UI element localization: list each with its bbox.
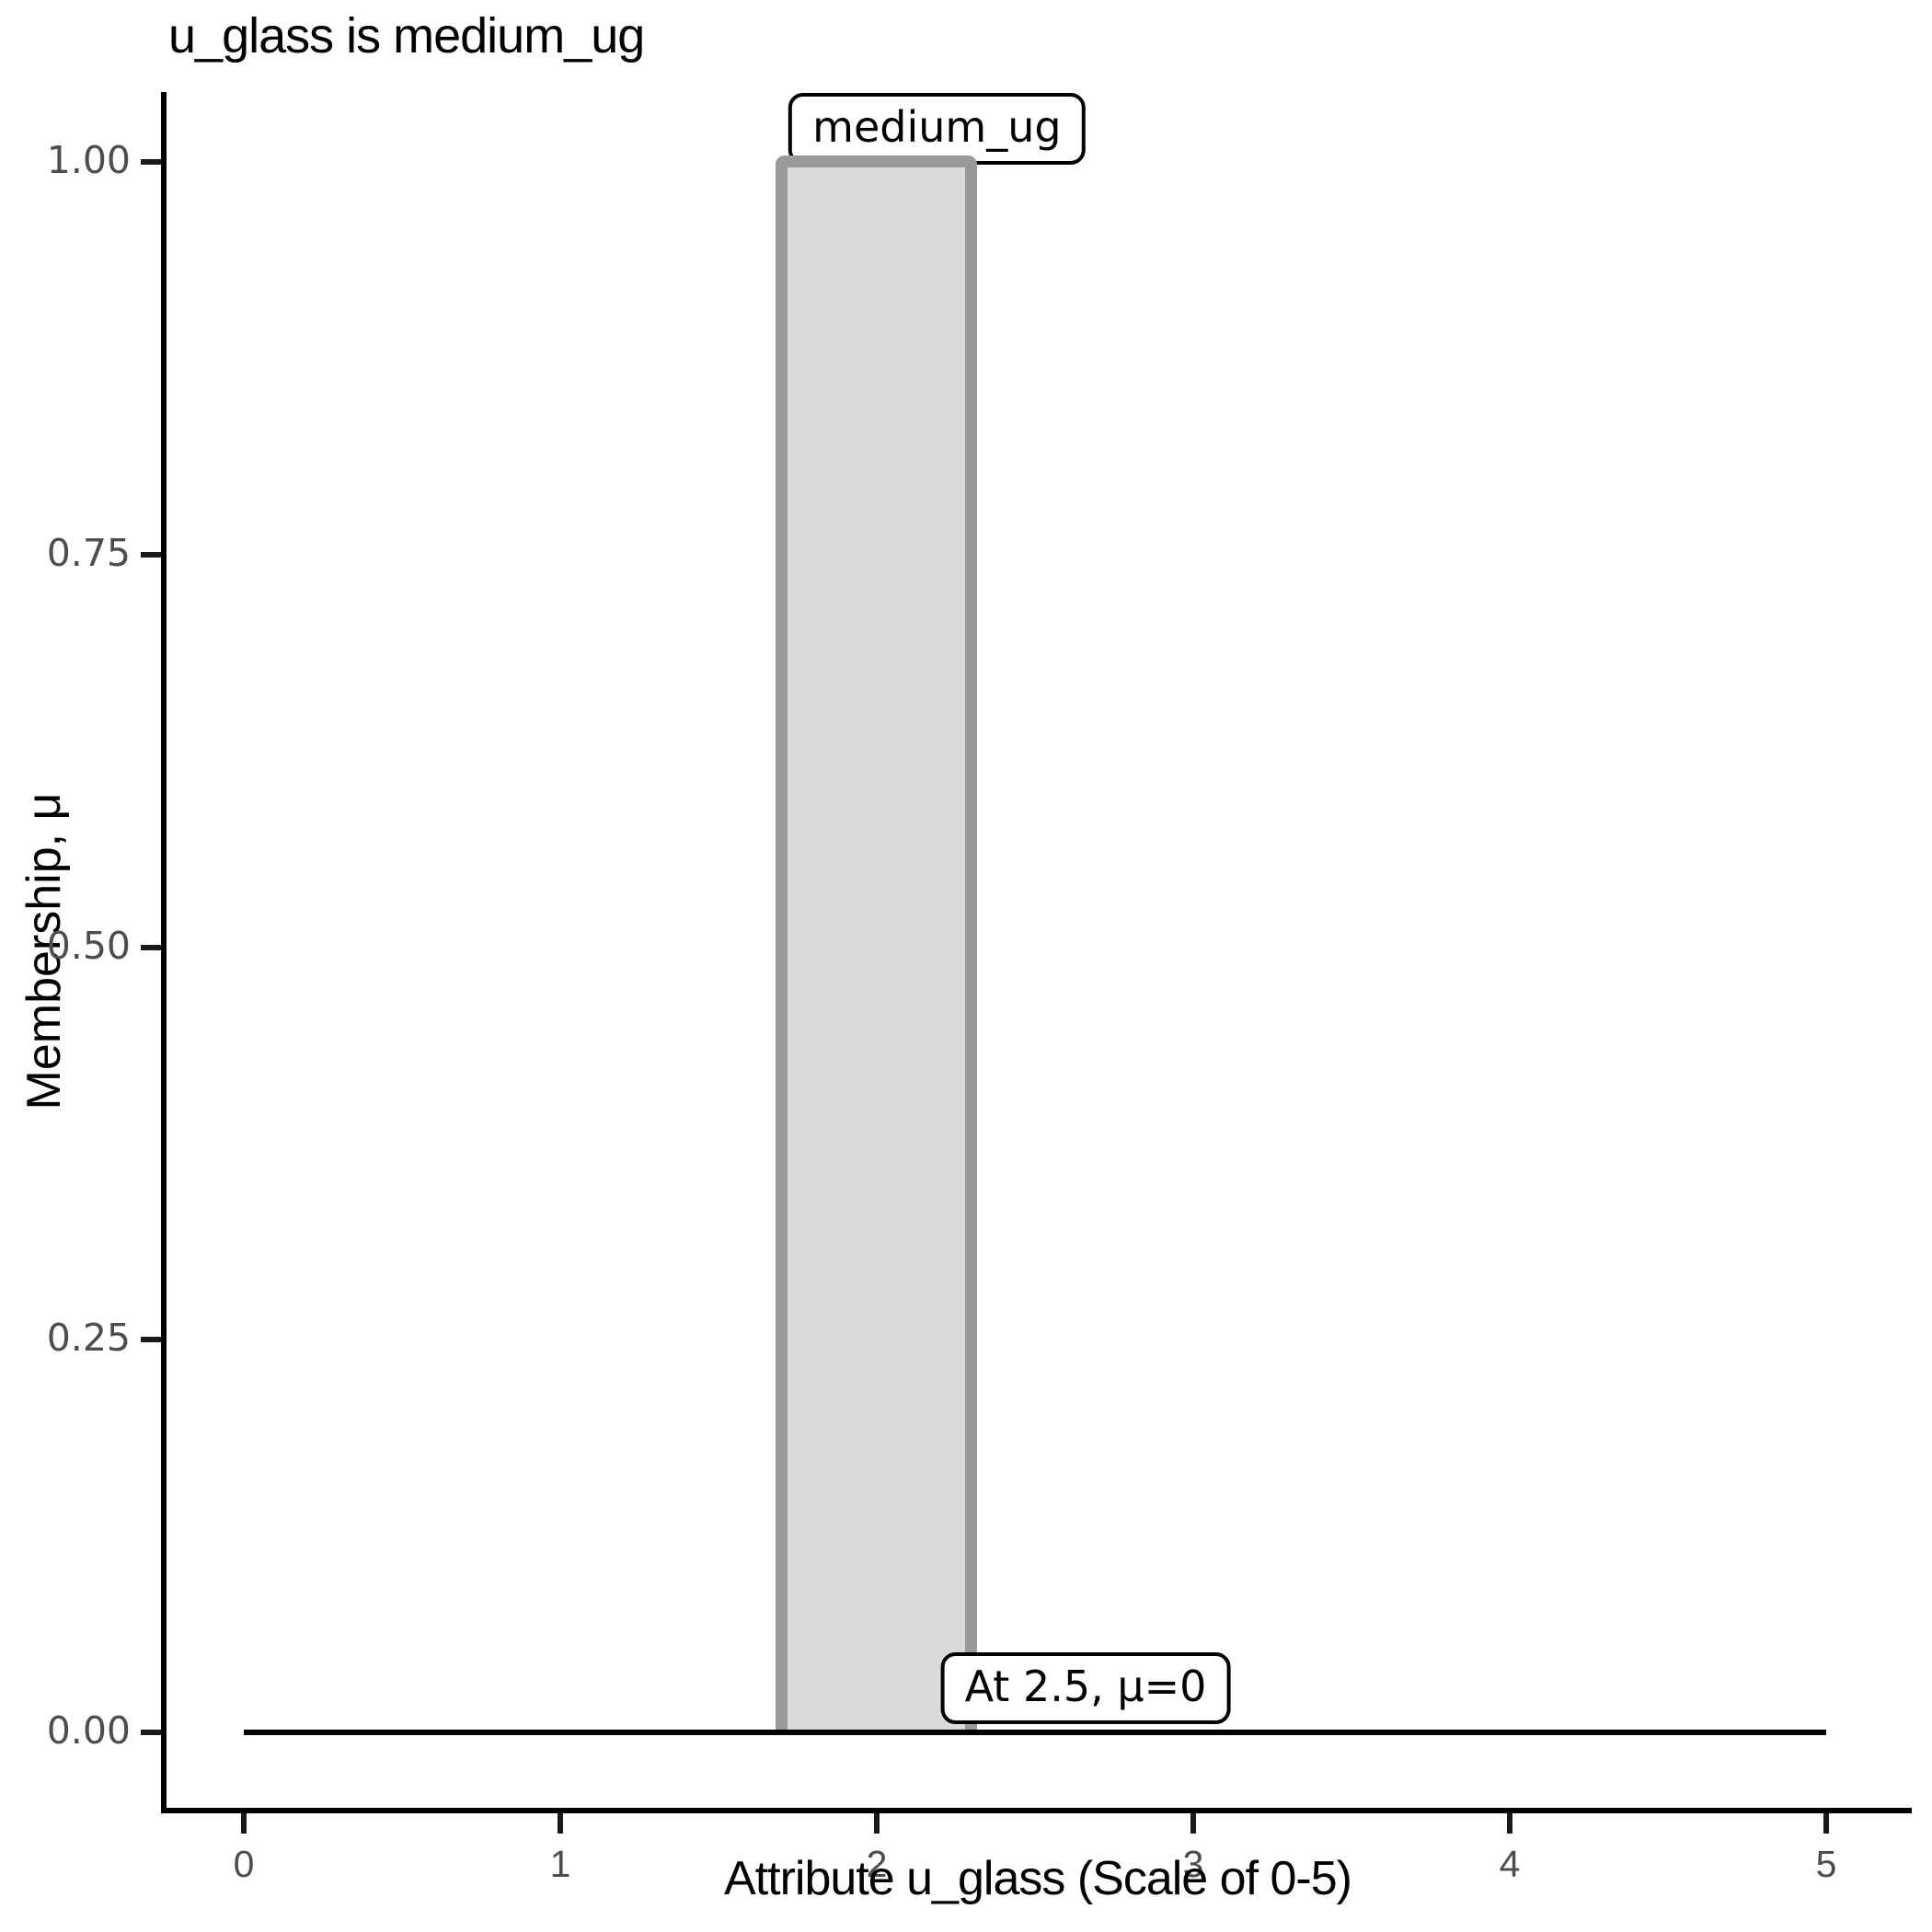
x-tick-mark bbox=[1190, 1813, 1196, 1834]
x-tick-mark bbox=[1507, 1813, 1512, 1834]
x-tick-mark bbox=[558, 1813, 563, 1834]
chart-title: u_glass is medium_ug bbox=[168, 7, 644, 64]
y-tick-mark bbox=[141, 159, 161, 165]
x-tick-mark bbox=[241, 1813, 247, 1834]
y-tick-mark bbox=[141, 945, 161, 950]
y-tick-mark bbox=[141, 552, 161, 558]
x-axis-title: Attribute u_glass (Scale of 0-5) bbox=[164, 1851, 1912, 1906]
zero-membership-line bbox=[244, 1730, 1826, 1735]
y-tick-label: 1.00 bbox=[28, 138, 131, 182]
x-tick-mark bbox=[1823, 1813, 1829, 1834]
membership-plot: u_glass is medium_ug Membership, μ 1.000… bbox=[0, 0, 1932, 1932]
x-tick-mark bbox=[874, 1813, 880, 1834]
annotation-at-2-5: At 2.5, μ=0 bbox=[941, 1652, 1231, 1724]
y-tick-label: 0.75 bbox=[28, 531, 131, 575]
y-tick-label: 0.25 bbox=[28, 1316, 131, 1360]
membership-bar bbox=[776, 155, 977, 1735]
y-tick-label: 0.50 bbox=[28, 924, 131, 968]
y-axis-line bbox=[161, 92, 167, 1813]
y-tick-mark bbox=[141, 1730, 161, 1735]
y-tick-label: 0.00 bbox=[28, 1708, 131, 1753]
bar-label-medium-ug: medium_ug bbox=[788, 93, 1085, 165]
x-axis-line bbox=[161, 1808, 1912, 1813]
y-tick-mark bbox=[141, 1337, 161, 1342]
